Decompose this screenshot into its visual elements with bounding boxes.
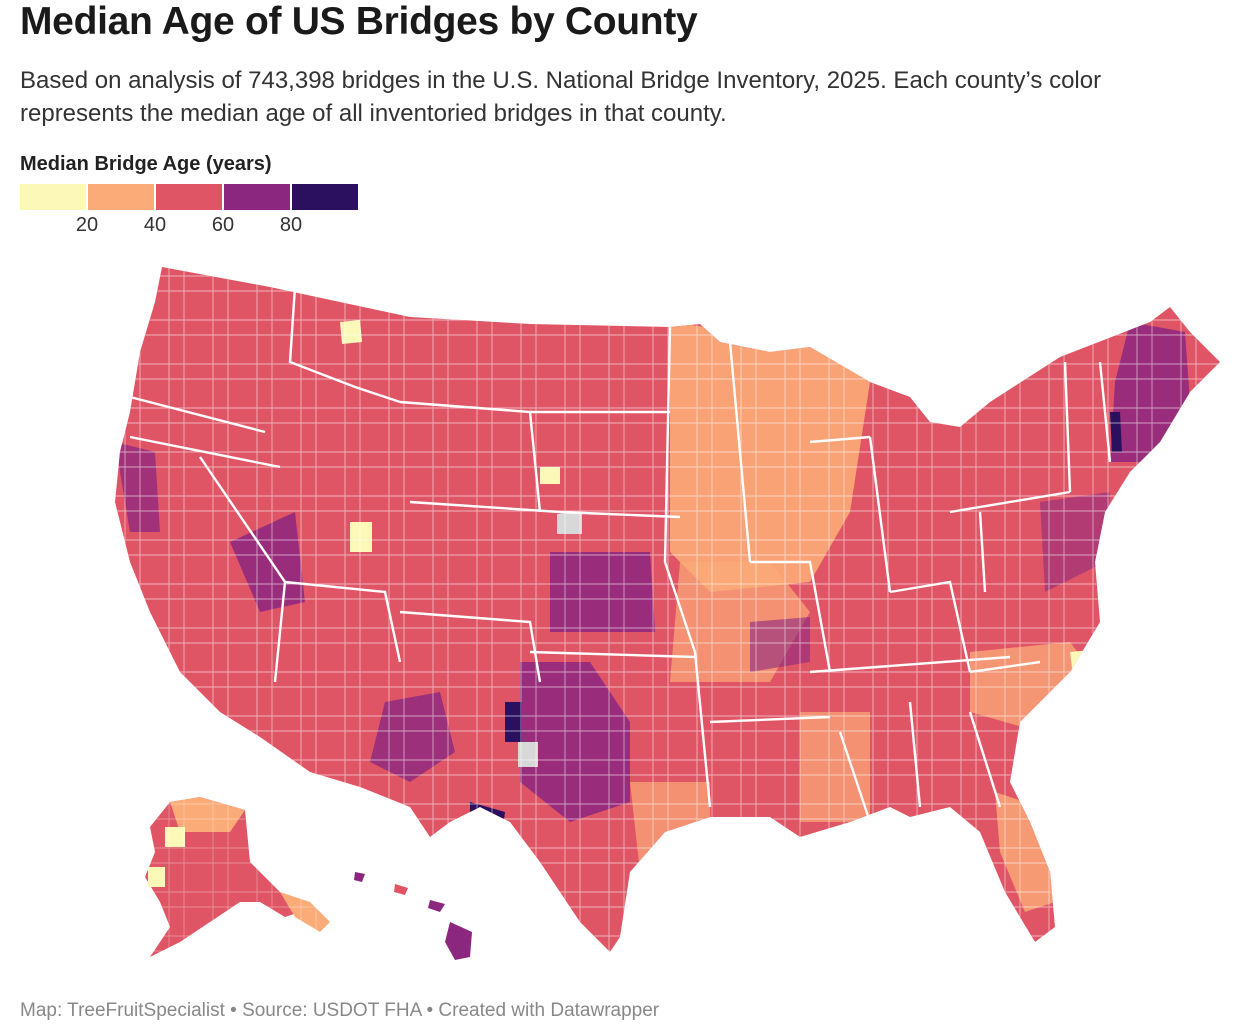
legend-tick-80: 80 (279, 214, 303, 236)
legend-tick-60: 60 (211, 214, 235, 236)
legend-ticks: 20 40 60 80 (20, 210, 360, 240)
state-borders (129, 286, 1112, 823)
hawaii-kauai (354, 872, 365, 882)
header: Median Age of US Bridges by County Based… (20, 0, 1220, 130)
chart-title: Median Age of US Bridges by County (20, 0, 698, 43)
legend-swatch-0 (20, 184, 86, 210)
alaska-boundaries (140, 792, 340, 962)
legend-tick-20: 20 (75, 214, 99, 236)
hawaii-oahu (394, 884, 408, 895)
legend-swatches (20, 184, 360, 210)
legend-swatch-3 (224, 184, 290, 210)
legend-tick-40: 40 (143, 214, 167, 236)
alaska (140, 792, 340, 962)
legend-swatch-2 (156, 184, 222, 210)
chart-subtitle: Based on analysis of 743,398 bridges in … (20, 67, 1102, 127)
legend-swatch-1 (88, 184, 154, 210)
hawaii-big-island (445, 922, 472, 960)
color-legend: Median Bridge Age (years) 20 40 60 80 (20, 153, 360, 240)
legend-title: Median Bridge Age (years) (20, 153, 272, 175)
county-map (115, 267, 1220, 962)
hawaii-maui (428, 900, 445, 912)
source-footer: Map: TreeFruitSpecialist • Source: USDOT… (20, 1000, 660, 1021)
legend-swatch-4 (292, 184, 358, 210)
hawaii (354, 872, 472, 960)
